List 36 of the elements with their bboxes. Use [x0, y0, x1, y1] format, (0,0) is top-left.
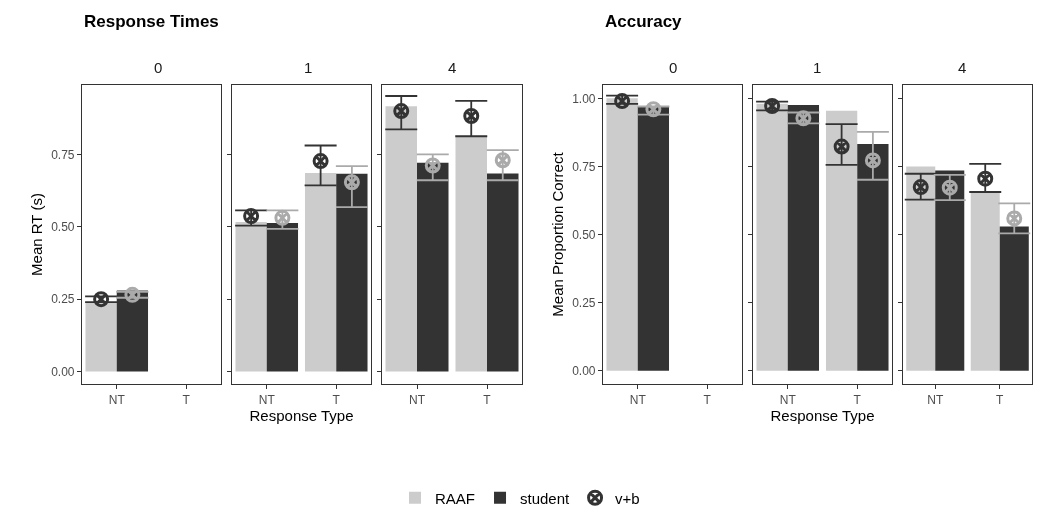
y-tick-label: 0.75	[51, 147, 75, 162]
x-tick-label: NT	[629, 392, 647, 407]
chart-subtitle: 0	[669, 59, 678, 76]
x-axis-title: Response Type	[249, 406, 354, 424]
y-tick-label: 0.25	[572, 295, 596, 310]
chart-subtitle: 4	[448, 59, 457, 76]
y-tick-label: 0.50	[51, 220, 75, 235]
chart-subtitle: 4	[958, 59, 967, 76]
y-axis-title: Mean RT (s)	[28, 193, 46, 276]
y-tick-label: 0.50	[572, 227, 596, 242]
chart-subtitle: 0	[154, 59, 163, 76]
chart-title: Response Times	[84, 12, 219, 31]
x-tick-label: NT	[779, 392, 797, 407]
y-tick-label: 1.00	[572, 91, 596, 106]
y-axis-title: Mean Proportion Correct	[549, 151, 567, 317]
legend-label: v+b	[615, 489, 640, 507]
chart-title: Accuracy	[605, 12, 683, 31]
x-tick-label: T	[483, 392, 492, 407]
chart-subtitle: 1	[304, 59, 313, 76]
chart-subtitle: 1	[813, 59, 822, 76]
x-tick-label: NT	[409, 392, 426, 407]
x-tick-label: T	[182, 392, 191, 407]
y-tick-label: 0.75	[572, 159, 596, 174]
y-tick-label: 0.00	[572, 363, 596, 378]
y-tick-label: 0.25	[51, 292, 75, 307]
x-tick-label: NT	[108, 392, 126, 407]
legend-label: RAAF	[435, 489, 476, 507]
x-tick-label: NT	[927, 392, 944, 407]
x-tick-label: T	[853, 392, 862, 407]
legend-label: student	[520, 489, 571, 507]
x-tick-label: T	[703, 392, 712, 407]
x-axis-title: Response Type	[770, 406, 875, 424]
x-tick-label: T	[332, 392, 341, 407]
x-tick-label: T	[996, 392, 1005, 407]
y-tick-label: 0.00	[51, 364, 75, 379]
x-tick-label: NT	[258, 392, 276, 407]
